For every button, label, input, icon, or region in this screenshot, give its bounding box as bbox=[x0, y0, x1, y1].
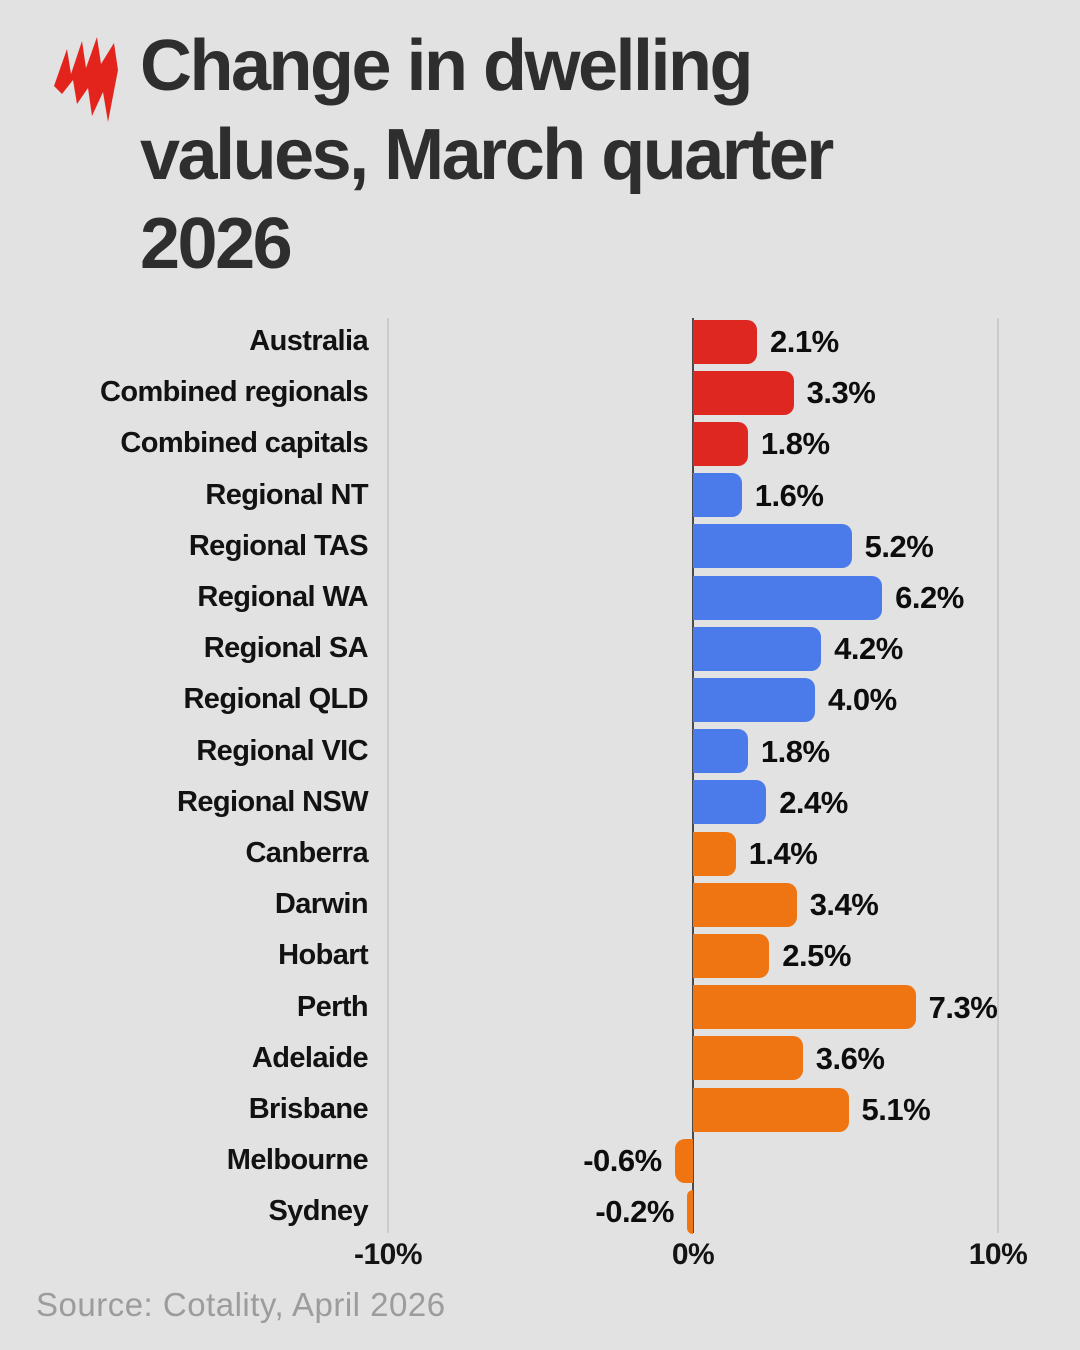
value-label-regional-tas: 5.2% bbox=[864, 528, 934, 564]
category-label: Brisbane bbox=[248, 1093, 369, 1125]
bar-hobart bbox=[693, 933, 770, 978]
category-label: Perth bbox=[296, 990, 369, 1023]
value-label-perth: 7.3% bbox=[928, 989, 998, 1025]
bar-adelaide bbox=[693, 1036, 803, 1081]
value-label-regional-vic: 1.8% bbox=[760, 733, 830, 769]
bar-combined-regionals bbox=[693, 370, 794, 415]
chart-row-combined-regionals: Combined regionals 3.3% bbox=[0, 367, 1080, 418]
page-title-line-1: Change in dwelling bbox=[140, 26, 754, 106]
bar-regional-qld bbox=[693, 677, 815, 722]
bar-regional-wa bbox=[693, 575, 883, 620]
chart-row-hobart: Hobart 2.5% bbox=[0, 930, 1080, 981]
chart-row-regional-sa: Regional SA 4.2% bbox=[0, 623, 1080, 674]
page-title-line-2: values, March quarter bbox=[140, 115, 834, 195]
bar-regional-tas bbox=[693, 524, 852, 569]
bar-melbourne bbox=[674, 1138, 693, 1183]
value-label-regional-nt: 1.6% bbox=[754, 477, 824, 513]
category-label: Combined regionals bbox=[100, 376, 369, 409]
chart-row-regional-nt: Regional NT 1.6% bbox=[0, 470, 1080, 521]
chart-row-adelaide: Adelaide 3.6% bbox=[0, 1033, 1080, 1084]
value-label-regional-qld: 4.0% bbox=[828, 682, 897, 718]
bar-canberra bbox=[693, 831, 736, 876]
bar-regional-sa bbox=[693, 626, 822, 671]
value-label-canberra: 1.4% bbox=[748, 836, 818, 871]
category-label: Adelaide bbox=[251, 1041, 369, 1074]
bar-combined-capitals bbox=[693, 421, 748, 466]
category-label: Melbourne bbox=[226, 1144, 369, 1177]
bar-darwin bbox=[693, 882, 797, 927]
value-label-regional-wa: 6.2% bbox=[895, 580, 964, 615]
chart-row-darwin: Darwin 3.4% bbox=[0, 879, 1080, 930]
chart-row-brisbane: Brisbane 5.1% bbox=[0, 1084, 1080, 1135]
bar-brisbane bbox=[693, 1087, 849, 1132]
category-label: Regional NT bbox=[205, 478, 368, 511]
category-label: Regional WA bbox=[197, 581, 368, 613]
category-label: Darwin bbox=[274, 888, 369, 921]
x-tick-label-10pct: 10% bbox=[968, 1238, 1028, 1271]
bar-sydney bbox=[686, 1189, 693, 1234]
category-label: Hobart bbox=[278, 939, 368, 972]
category-label: Regional SA bbox=[203, 632, 369, 665]
bar-regional-vic bbox=[693, 729, 748, 774]
category-label: Combined capitals bbox=[120, 427, 368, 460]
gridline--10pct bbox=[387, 318, 389, 1233]
chart-row-melbourne: Melbourne -0.6% bbox=[0, 1135, 1080, 1186]
value-label-melbourne: -0.6% bbox=[583, 1143, 662, 1179]
chart-row-perth: Perth 7.3% bbox=[0, 982, 1080, 1033]
bar-australia bbox=[693, 319, 758, 364]
zero-axis-line bbox=[692, 318, 694, 1233]
chart-row-sydney: Sydney -0.2% bbox=[0, 1186, 1080, 1237]
value-label-hobart: 2.5% bbox=[782, 938, 851, 974]
x-tick-label--10pct: -10% bbox=[353, 1238, 423, 1271]
bar-regional-nsw bbox=[693, 780, 767, 825]
category-label: Sydney bbox=[268, 1195, 368, 1228]
x-tick-label-0pct: 0% bbox=[671, 1238, 715, 1271]
category-label: Regional NSW bbox=[177, 785, 369, 818]
category-label: Australia bbox=[249, 325, 368, 357]
source-credit: Source: Cotality, April 2026 bbox=[36, 1286, 446, 1323]
chart-row-regional-tas: Regional TAS 5.2% bbox=[0, 521, 1080, 572]
chart-row-regional-qld: Regional QLD 4.0% bbox=[0, 674, 1080, 725]
bar-regional-nt bbox=[693, 473, 742, 518]
chart-row-canberra: Canberra 1.4% bbox=[0, 828, 1080, 879]
chart-row-regional-wa: Regional WA 6.2% bbox=[0, 572, 1080, 623]
chart-row-combined-capitals: Combined capitals 1.8% bbox=[0, 418, 1080, 469]
value-label-combined-regionals: 3.3% bbox=[806, 375, 876, 411]
sbs-logo-icon bbox=[54, 37, 118, 122]
chart-row-australia: Australia 2.1% bbox=[0, 316, 1080, 367]
bar-perth bbox=[693, 985, 916, 1030]
value-label-regional-sa: 4.2% bbox=[834, 631, 903, 667]
value-label-australia: 2.1% bbox=[770, 324, 839, 359]
value-label-darwin: 3.4% bbox=[809, 887, 879, 923]
value-label-regional-nsw: 2.4% bbox=[779, 784, 848, 820]
value-label-combined-capitals: 1.8% bbox=[760, 426, 830, 462]
chart-row-regional-vic: Regional VIC 1.8% bbox=[0, 726, 1080, 777]
page-title: Change in dwelling values, March quarter… bbox=[140, 22, 1050, 289]
category-label: Canberra bbox=[245, 837, 368, 869]
value-label-adelaide: 3.6% bbox=[815, 1040, 885, 1076]
chart-row-regional-nsw: Regional NSW 2.4% bbox=[0, 777, 1080, 828]
value-label-brisbane: 5.1% bbox=[861, 1092, 931, 1127]
value-label-sydney: -0.2% bbox=[595, 1194, 674, 1230]
category-label: Regional QLD bbox=[183, 683, 368, 716]
category-label: Regional VIC bbox=[196, 734, 368, 767]
category-label: Regional TAS bbox=[188, 529, 369, 562]
gridline-10pct bbox=[997, 318, 999, 1233]
page-title-line-3: 2026 bbox=[140, 204, 293, 284]
